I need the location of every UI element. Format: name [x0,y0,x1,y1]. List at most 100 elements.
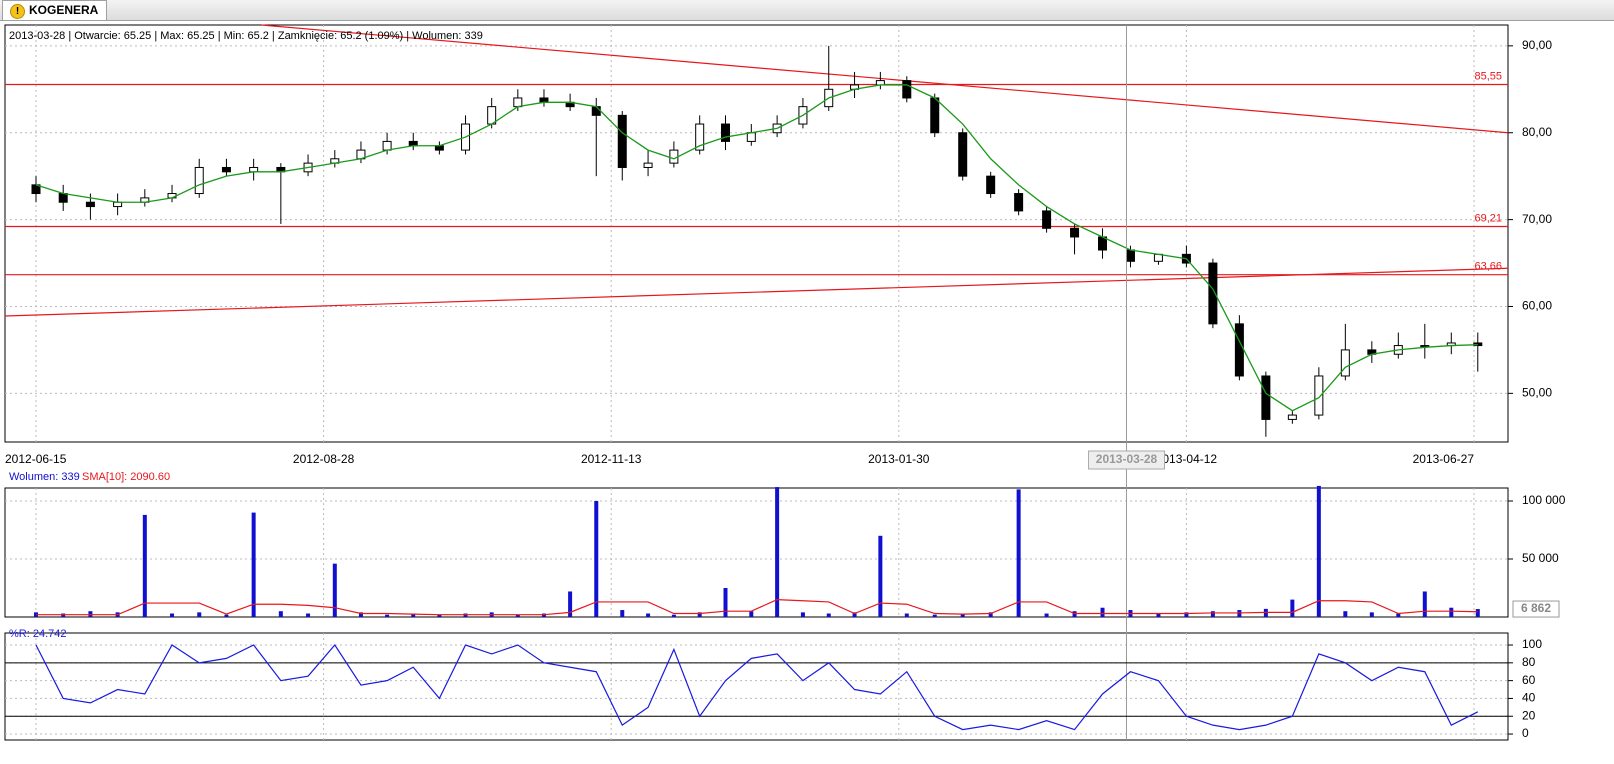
volume-bar [646,613,651,617]
legend-sma: SMA[10]: 2090.60 [82,471,170,483]
candle-body [58,193,68,203]
y-tick-label: 70,00 [1522,212,1552,226]
volume-bar [1100,607,1105,617]
x-tick-label: 2012-08-28 [293,452,355,466]
percent-r-line [35,644,1479,731]
volume-bar [306,613,311,617]
candle-body [902,80,912,99]
legend-volume: Wolumen: 339 [9,471,80,483]
candle-body [1287,414,1297,420]
volume-bar [1156,613,1161,617]
volume-bar [749,611,754,617]
tab[interactable]: ! KOGENERA [2,0,108,20]
candle-body [1340,349,1350,377]
candle-body [513,97,523,108]
volume-bar [332,563,337,617]
last-value-label: 6 862 [1521,601,1551,615]
crosshair-box [1087,450,1165,470]
candle-body [986,175,996,195]
candle-body [669,149,679,164]
volume-bar [826,613,831,617]
volume-bar [1422,591,1427,617]
y-tick-label: 100 [1522,637,1542,651]
legend-percent-r: %R: 24.742 [9,628,66,640]
x-tick-label: 2012-06-15 [5,452,67,466]
volume-bar [1449,607,1454,617]
volume-bar [878,535,883,617]
last-value-box [1512,600,1560,618]
candle-body [721,123,731,142]
level-label: 85,55 [1474,70,1502,82]
candle-body [434,145,444,151]
volume-bar [594,500,599,617]
volume-bar [411,613,416,617]
volume-bar [1210,611,1215,617]
volume-bar [142,514,147,617]
candle-body [85,201,95,208]
candle-body [695,123,705,151]
candle-body [617,114,627,168]
volume-bar [1016,489,1021,617]
volume-bar [385,614,390,617]
panel-frame [4,632,1509,741]
candle-body [382,140,392,151]
y-tick-label: 60,00 [1522,299,1552,313]
volume-bar [568,591,573,617]
volume-bar [1316,485,1321,617]
x-tick-label: 2012-11-13 [581,452,642,466]
volume-bar [1343,611,1348,617]
volume-bar [278,611,283,617]
volume-bar [358,612,363,617]
x-tick-label: 2013-01-30 [868,452,930,466]
volume-bar [800,612,805,617]
candle-body [1014,193,1024,212]
volume-bar [197,612,202,617]
candle-body [958,132,968,177]
volume-bar [224,614,229,617]
y-tick-label: 50,00 [1522,386,1552,400]
y-tick-label: 90,00 [1522,38,1552,52]
candle-body [539,97,549,103]
candle-body [249,166,259,173]
volume-bar [170,613,175,617]
tab-label: KOGENERA [29,3,99,17]
y-tick-label: 50 000 [1522,551,1559,565]
volume-bar [1184,612,1189,617]
volume-bar [251,512,256,617]
y-tick-label: 80 [1522,655,1536,669]
panel-frame [4,24,1509,443]
candle-body [1042,210,1052,229]
y-tick-label: 60 [1522,673,1536,687]
volume-sma [36,598,1478,616]
volume-bar [515,614,520,617]
y-tick-label: 20 [1522,708,1536,722]
volume-bar [904,613,909,617]
x-tick-label: 2013-04-12 [1156,452,1218,466]
volume-bar [932,614,937,617]
candle-body [1234,323,1244,377]
volume-bar [988,612,993,617]
y-tick-label: 100 000 [1522,493,1566,507]
volume-bar [1290,599,1295,617]
tab-bar: ! KOGENERA [0,0,1614,21]
candle-body [1125,249,1135,262]
volume-bar [960,613,965,617]
candle-body [930,97,940,134]
volume-bar [775,487,780,617]
chart: 50,00 60,00 70,00 80,00 90,00 50 000 100 000 0 2… [4,24,1566,741]
candle-body [1314,375,1324,416]
y-tick-label: 40 [1522,691,1536,705]
sma-line [35,84,1478,412]
y-tick-label: 0 [1522,726,1529,740]
volume-bar [1396,613,1401,617]
volume-bar [1044,613,1049,617]
volume-bar [437,614,442,617]
level-label: 69,21 [1474,212,1502,224]
volume-bar [620,610,625,617]
trend-line [4,267,1509,317]
volume-bar [852,612,857,617]
candle-body [194,166,204,195]
volume-bar [697,612,702,617]
candle-body [643,162,653,168]
